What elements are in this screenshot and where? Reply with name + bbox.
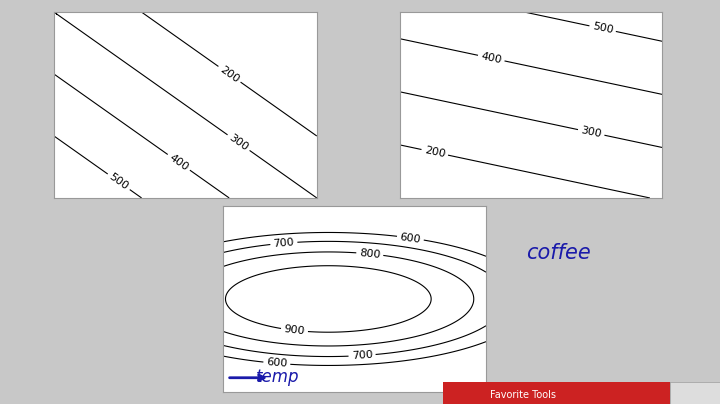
Text: 700: 700 bbox=[351, 350, 373, 361]
Text: 200: 200 bbox=[218, 64, 241, 84]
Text: 500: 500 bbox=[107, 172, 130, 192]
Text: 600: 600 bbox=[400, 231, 421, 244]
Text: 300: 300 bbox=[580, 125, 603, 139]
Text: 400: 400 bbox=[167, 152, 190, 173]
Text: 300: 300 bbox=[227, 133, 250, 153]
Text: 600: 600 bbox=[266, 358, 288, 369]
Text: 900: 900 bbox=[284, 324, 305, 337]
Text: 800: 800 bbox=[359, 248, 381, 260]
Text: Favorite Tools: Favorite Tools bbox=[490, 390, 557, 400]
Text: 700: 700 bbox=[273, 237, 294, 249]
Text: 500: 500 bbox=[591, 21, 614, 36]
Text: coffee: coffee bbox=[526, 242, 590, 263]
Text: 400: 400 bbox=[480, 51, 503, 65]
Text: temp: temp bbox=[256, 368, 299, 386]
Text: 200: 200 bbox=[423, 145, 446, 160]
